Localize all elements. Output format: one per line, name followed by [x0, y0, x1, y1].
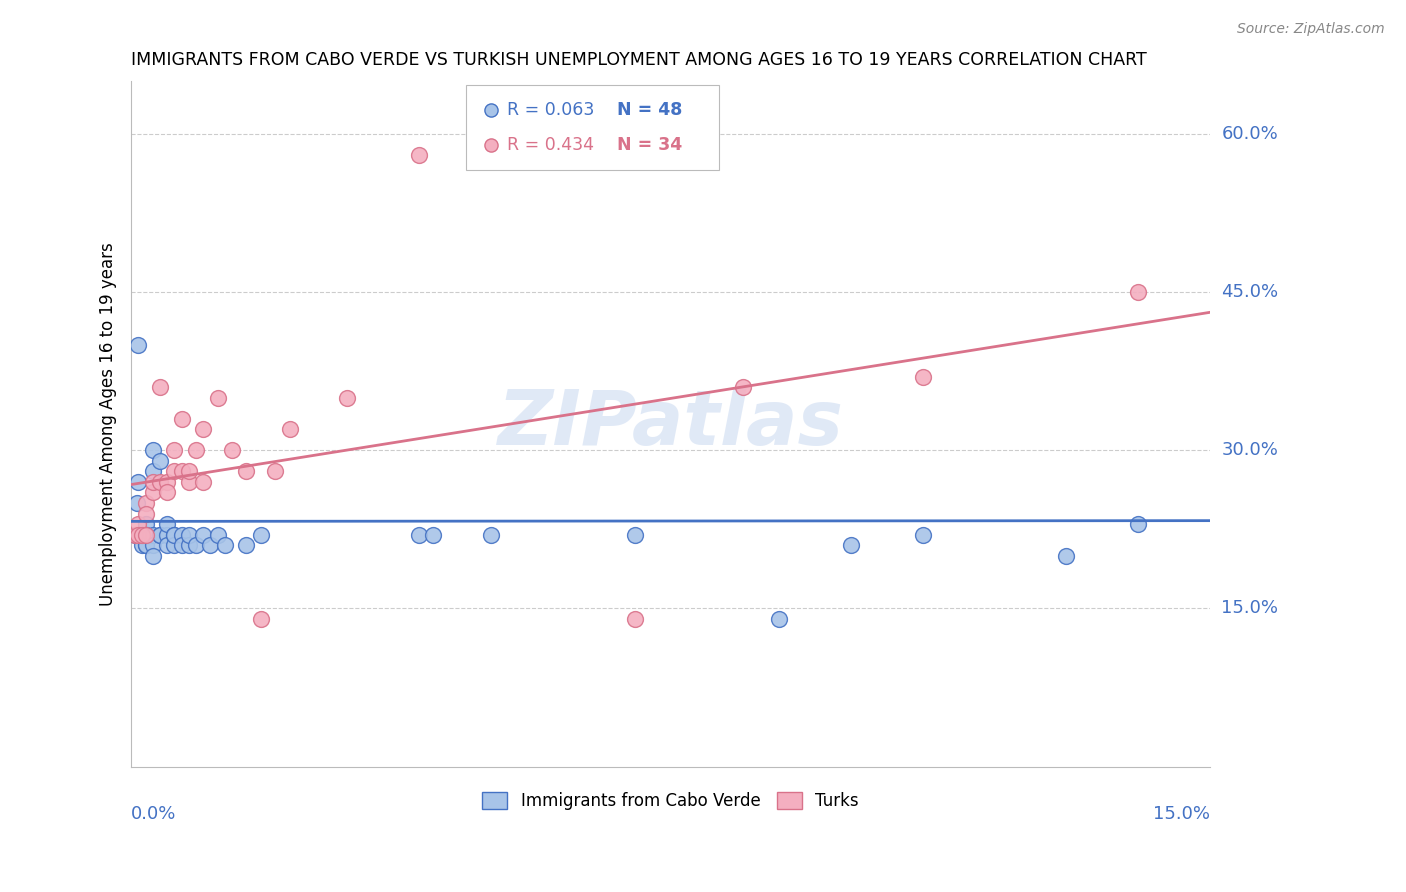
Point	[731, 380, 754, 394]
Point	[193, 475, 215, 489]
Text: ZIPatlas: ZIPatlas	[498, 387, 844, 461]
Point	[278, 422, 301, 436]
Point	[163, 527, 186, 541]
Point	[135, 517, 157, 532]
Point	[135, 527, 157, 541]
Point	[142, 464, 165, 478]
Text: 0.0%: 0.0%	[131, 805, 177, 823]
Point	[193, 527, 215, 541]
Point	[170, 538, 193, 552]
Point	[124, 527, 146, 541]
Point	[235, 464, 257, 478]
Point	[142, 485, 165, 500]
Point	[127, 517, 149, 532]
Point	[408, 527, 430, 541]
Point	[768, 612, 790, 626]
Point	[135, 527, 157, 541]
Point	[124, 527, 146, 541]
Text: 30.0%: 30.0%	[1222, 442, 1278, 459]
Point	[156, 475, 179, 489]
Point	[264, 464, 287, 478]
Point	[1054, 549, 1077, 563]
Point	[207, 527, 229, 541]
Point	[170, 411, 193, 425]
Point	[839, 538, 862, 552]
Point	[149, 475, 172, 489]
Point	[131, 527, 153, 541]
Point	[623, 612, 645, 626]
Point	[125, 496, 148, 510]
Point	[184, 443, 207, 458]
Point	[1128, 517, 1150, 532]
Point	[142, 475, 165, 489]
Point	[135, 527, 157, 541]
Point	[177, 475, 200, 489]
Point	[163, 443, 186, 458]
Point	[135, 538, 157, 552]
Point	[1128, 285, 1150, 300]
Point	[149, 380, 172, 394]
Point	[177, 527, 200, 541]
Point	[131, 527, 153, 541]
Point	[163, 527, 186, 541]
Point	[408, 148, 430, 162]
Point	[184, 538, 207, 552]
Point	[911, 527, 934, 541]
Point	[249, 612, 271, 626]
Point	[235, 538, 257, 552]
Legend: Immigrants from Cabo Verde, Turks: Immigrants from Cabo Verde, Turks	[475, 785, 866, 816]
Point	[156, 538, 179, 552]
Point	[479, 527, 502, 541]
Point	[422, 527, 444, 541]
Point	[911, 369, 934, 384]
Point	[207, 391, 229, 405]
Point	[193, 422, 215, 436]
Text: R = 0.063: R = 0.063	[506, 102, 595, 120]
Point	[149, 454, 172, 468]
Point	[131, 538, 153, 552]
Point	[214, 538, 236, 552]
Point	[177, 464, 200, 478]
Point	[142, 527, 165, 541]
Point	[156, 527, 179, 541]
Point	[163, 538, 186, 552]
Point	[221, 443, 243, 458]
Point	[142, 549, 165, 563]
Point	[142, 443, 165, 458]
Point	[170, 464, 193, 478]
Point	[336, 391, 359, 405]
Point	[177, 538, 200, 552]
Text: 15.0%: 15.0%	[1153, 805, 1211, 823]
Point	[156, 485, 179, 500]
Text: 45.0%: 45.0%	[1222, 283, 1278, 301]
Point	[135, 496, 157, 510]
Text: R = 0.434: R = 0.434	[506, 136, 593, 154]
Point	[574, 148, 596, 162]
Point	[135, 538, 157, 552]
Point	[170, 527, 193, 541]
Text: IMMIGRANTS FROM CABO VERDE VS TURKISH UNEMPLOYMENT AMONG AGES 16 TO 19 YEARS COR: IMMIGRANTS FROM CABO VERDE VS TURKISH UN…	[131, 51, 1147, 69]
Point	[249, 527, 271, 541]
Point	[135, 507, 157, 521]
FancyBboxPatch shape	[465, 85, 720, 170]
Text: N = 34: N = 34	[617, 136, 682, 154]
Point	[127, 527, 149, 541]
Point	[127, 338, 149, 352]
Point	[156, 517, 179, 532]
Point	[200, 538, 222, 552]
Text: 15.0%: 15.0%	[1222, 599, 1278, 617]
Y-axis label: Unemployment Among Ages 16 to 19 years: Unemployment Among Ages 16 to 19 years	[100, 242, 117, 606]
Point	[142, 538, 165, 552]
Point	[149, 527, 172, 541]
Point	[623, 527, 645, 541]
Point	[135, 527, 157, 541]
Point	[127, 527, 149, 541]
Point	[149, 527, 172, 541]
Text: 60.0%: 60.0%	[1222, 125, 1278, 143]
Point	[127, 475, 149, 489]
Text: N = 48: N = 48	[617, 102, 682, 120]
Point	[163, 464, 186, 478]
Text: Source: ZipAtlas.com: Source: ZipAtlas.com	[1237, 22, 1385, 37]
